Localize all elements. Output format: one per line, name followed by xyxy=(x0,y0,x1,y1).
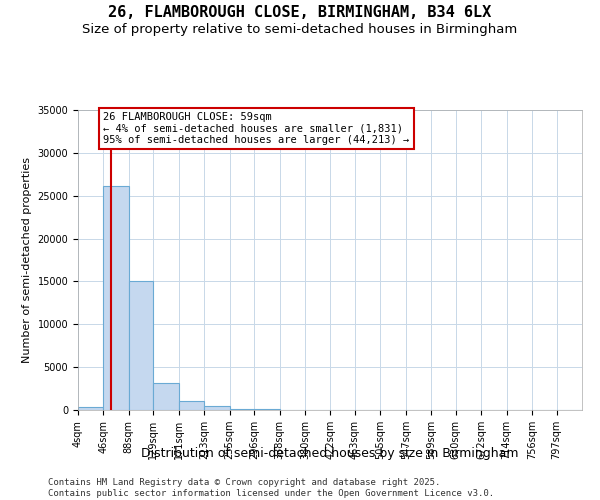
Bar xyxy=(204,406,230,410)
Y-axis label: Number of semi-detached properties: Number of semi-detached properties xyxy=(22,157,32,363)
Text: 26, FLAMBOROUGH CLOSE, BIRMINGHAM, B34 6LX: 26, FLAMBOROUGH CLOSE, BIRMINGHAM, B34 6… xyxy=(109,5,491,20)
Bar xyxy=(154,382,179,410)
Bar xyxy=(103,186,129,410)
Bar xyxy=(129,280,154,410)
Text: 26 FLAMBOROUGH CLOSE: 59sqm
← 4% of semi-detached houses are smaller (1,831)
95%: 26 FLAMBOROUGH CLOSE: 59sqm ← 4% of semi… xyxy=(103,112,410,145)
Text: Distribution of semi-detached houses by size in Birmingham: Distribution of semi-detached houses by … xyxy=(141,448,519,460)
Bar xyxy=(179,400,204,410)
Bar xyxy=(78,406,103,410)
Bar xyxy=(230,408,254,410)
Text: Contains HM Land Registry data © Crown copyright and database right 2025.
Contai: Contains HM Land Registry data © Crown c… xyxy=(48,478,494,498)
Text: Size of property relative to semi-detached houses in Birmingham: Size of property relative to semi-detach… xyxy=(82,22,518,36)
